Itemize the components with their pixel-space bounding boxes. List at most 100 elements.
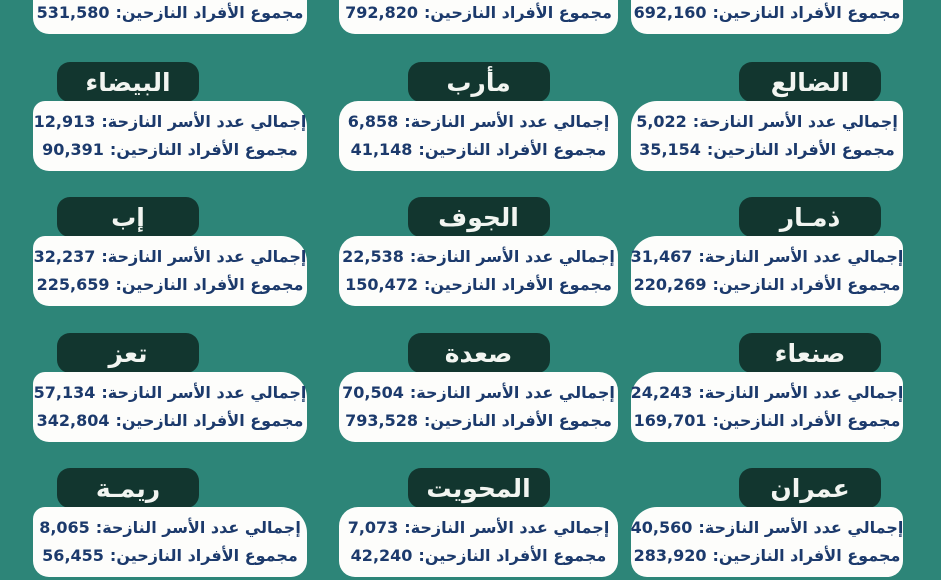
families-line: إجمالي عدد الأسر النازحة: 22,538	[342, 243, 615, 271]
families-value: 5,022	[636, 112, 687, 131]
governorate-name-tab: تعز	[57, 333, 199, 373]
stats-box: إجمالي عدد الأسر النازحة: 31,467 مجموع ا…	[631, 236, 903, 306]
families-value: 12,913	[33, 112, 96, 131]
stats-box: إجمالي عدد الأسر النازحة: 6,858 مجموع ال…	[339, 101, 618, 171]
individuals-value: 692,160	[633, 3, 707, 22]
governorate-name-tab: إب	[57, 197, 199, 237]
individuals-value: 792,820	[345, 3, 418, 22]
families-label: إجمالي عدد الأسر النازحة:	[409, 383, 615, 402]
individuals-line: مجموع الأفراد النازحين: 42,240	[351, 542, 607, 570]
families-label: إجمالي عدد الأسر النازحة:	[409, 247, 615, 266]
families-label: إجمالي عدد الأسر النازحة:	[101, 383, 307, 402]
families-value: 40,560	[630, 518, 693, 537]
individuals-line: مجموع الأفراد النازحين: 90,391	[42, 136, 298, 164]
stats-box: إجمالي عدد الأسر النازحة: 32,237 مجموع ا…	[33, 236, 307, 306]
individuals-line: مجموع الأفراد النازحين: 35,154	[639, 136, 895, 164]
governorate-card: ذمـار إجمالي عدد الأسر النازحة: 31,467 م…	[631, 197, 903, 306]
individuals-line: مجموع الأفراد النازحين: 41,148	[350, 136, 607, 164]
governorate-card-partial: مجموع الأفراد النازحين: 531,580	[33, 0, 307, 34]
stats-box: مجموع الأفراد النازحين: 792,820	[339, 0, 618, 34]
families-label: إجمالي عدد الأسر النازحة:	[698, 247, 904, 266]
individuals-line: مجموع الأفراد النازحين: 169,701	[634, 407, 901, 435]
individuals-label: مجموع الأفراد النازحين:	[712, 546, 901, 565]
governorate-card: الضالع إجمالي عدد الأسر النازحة: 5,022 م…	[631, 62, 903, 171]
families-line: إجمالي عدد الأسر النازحة: 32,237	[34, 243, 307, 271]
individuals-label: مجموع الأفراد النازحين:	[115, 275, 304, 294]
stats-box: إجمالي عدد الأسر النازحة: 5,022 مجموع ال…	[631, 101, 903, 171]
families-value: 31,467	[630, 247, 693, 266]
governorate-name-tab: صعدة	[407, 333, 550, 373]
individuals-line: مجموع الأفراد النازحين: 283,920	[634, 542, 901, 570]
governorate-name-tab: صنعاء	[739, 333, 881, 373]
individuals-label: مجموع الأفراد النازحين:	[115, 411, 304, 430]
stats-box: إجمالي عدد الأسر النازحة: 24,243 مجموع ا…	[631, 372, 903, 442]
families-value: 70,504	[342, 383, 404, 402]
stats-box: إجمالي عدد الأسر النازحة: 40,560 مجموع ا…	[631, 507, 903, 577]
governorate-card: الجوف إجمالي عدد الأسر النازحة: 22,538 م…	[339, 197, 618, 306]
individuals-value: 342,804	[36, 411, 110, 430]
families-line: إجمالي عدد الأسر النازحة: 12,913	[34, 108, 307, 136]
families-line: إجمالي عدد الأسر النازحة: 6,858	[347, 108, 610, 136]
families-line: إجمالي عدد الأسر النازحة: 40,560	[631, 514, 904, 542]
stats-box: إجمالي عدد الأسر النازحة: 7,073 مجموع ال…	[339, 507, 618, 577]
individuals-label: مجموع الأفراد النازحين:	[423, 411, 612, 430]
individuals-label: مجموع الأفراد النازحين:	[712, 275, 901, 294]
stats-box: إجمالي عدد الأسر النازحة: 57,134 مجموع ا…	[33, 372, 307, 442]
governorate-card: البيضاء إجمالي عدد الأسر النازحة: 12,913…	[33, 62, 307, 171]
governorate-name-tab: الضالع	[739, 62, 881, 102]
individuals-label: مجموع الأفراد النازحين:	[115, 3, 304, 22]
individuals-label: مجموع الأفراد النازحين:	[712, 411, 901, 430]
governorate-name-tab: المحويت	[407, 468, 550, 508]
stats-box: مجموع الأفراد النازحين: 692,160	[631, 0, 903, 34]
families-line: إجمالي عدد الأسر النازحة: 31,467	[631, 243, 904, 271]
individuals-value: 531,580	[36, 3, 110, 22]
individuals-label: مجموع الأفراد النازحين:	[423, 275, 612, 294]
families-line: إجمالي عدد الأسر النازحة: 7,073	[348, 514, 610, 542]
families-line: إجمالي عدد الأسر النازحة: 70,504	[342, 379, 615, 407]
families-value: 24,243	[630, 383, 693, 402]
governorate-card: صعدة إجمالي عدد الأسر النازحة: 70,504 مج…	[339, 333, 618, 442]
individuals-line: مجموع الأفراد النازحين: 792,820	[345, 0, 612, 27]
families-label: إجمالي عدد الأسر النازحة:	[95, 518, 301, 537]
individuals-value: 41,148	[350, 140, 413, 159]
families-label: إجمالي عدد الأسر النازحة:	[404, 518, 610, 537]
individuals-label: مجموع الأفراد النازحين:	[423, 3, 612, 22]
governorate-card-partial: مجموع الأفراد النازحين: 792,820	[339, 0, 618, 34]
families-label: إجمالي عدد الأسر النازحة:	[404, 112, 610, 131]
governorate-name-tab: البيضاء	[57, 62, 199, 102]
stats-box: إجمالي عدد الأسر النازحة: 70,504 مجموع ا…	[339, 372, 618, 442]
governorate-card: تعز إجمالي عدد الأسر النازحة: 57,134 مجم…	[33, 333, 307, 442]
individuals-line: مجموع الأفراد النازحين: 225,659	[37, 271, 304, 299]
individuals-line: مجموع الأفراد النازحين: 531,580	[37, 0, 304, 27]
governorate-name-tab: ريمـة	[57, 468, 199, 508]
families-value: 57,134	[33, 383, 96, 402]
individuals-label: مجموع الأفراد النازحين:	[418, 140, 607, 159]
individuals-value: 220,269	[633, 275, 707, 294]
governorate-card: صنعاء إجمالي عدد الأسر النازحة: 24,243 م…	[631, 333, 903, 442]
individuals-label: مجموع الأفراد النازحين:	[706, 140, 895, 159]
individuals-label: مجموع الأفراد النازحين:	[109, 546, 298, 565]
governorate-card: مأرب إجمالي عدد الأسر النازحة: 6,858 مجم…	[339, 62, 618, 171]
individuals-line: مجموع الأفراد النازحين: 692,160	[634, 0, 901, 27]
families-value: 32,237	[33, 247, 96, 266]
families-label: إجمالي عدد الأسر النازحة:	[698, 383, 904, 402]
individuals-label: مجموع الأفراد النازحين:	[109, 140, 298, 159]
individuals-line: مجموع الأفراد النازحين: 56,455	[42, 542, 298, 570]
individuals-value: 35,154	[639, 140, 701, 159]
stats-box: إجمالي عدد الأسر النازحة: 22,538 مجموع ا…	[339, 236, 618, 306]
families-line: إجمالي عدد الأسر النازحة: 5,022	[636, 108, 898, 136]
governorate-card: عمران إجمالي عدد الأسر النازحة: 40,560 م…	[631, 468, 903, 577]
governorate-card: ريمـة إجمالي عدد الأسر النازحة: 8,065 مج…	[33, 468, 307, 577]
families-value: 22,538	[342, 247, 404, 266]
individuals-value: 283,920	[633, 546, 707, 565]
individuals-line: مجموع الأفراد النازحين: 220,269	[634, 271, 901, 299]
families-value: 6,858	[347, 112, 399, 131]
governorate-card: إب إجمالي عدد الأسر النازحة: 32,237 مجمو…	[33, 197, 307, 306]
families-label: إجمالي عدد الأسر النازحة:	[101, 112, 307, 131]
governorate-name-tab: مأرب	[407, 62, 550, 102]
governorate-name-tab: الجوف	[407, 197, 550, 237]
families-label: إجمالي عدد الأسر النازحة:	[101, 247, 307, 266]
individuals-value: 150,472	[345, 275, 418, 294]
individuals-value: 90,391	[42, 140, 104, 159]
